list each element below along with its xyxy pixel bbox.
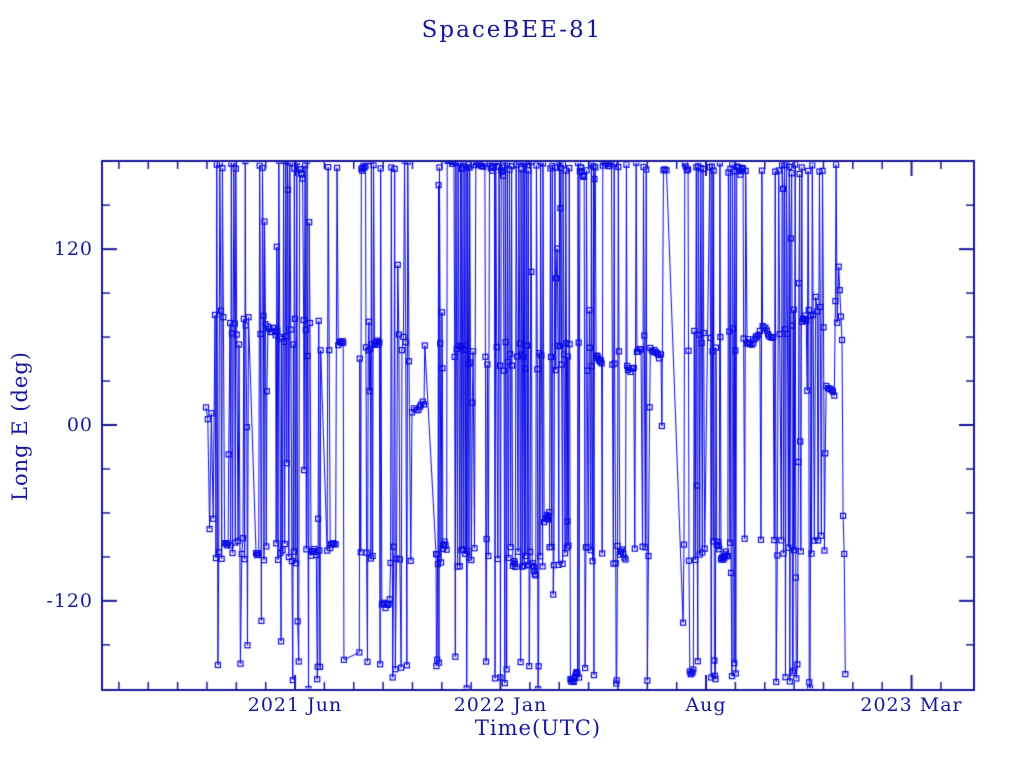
y-tick-label: 00 xyxy=(66,414,93,436)
x-tick-label: 2022 Jan xyxy=(453,694,548,716)
x-tick-label: 2021 Jun xyxy=(247,694,343,716)
x-tick-label: Aug xyxy=(685,694,727,716)
y-tick-label: 120 xyxy=(53,238,93,261)
y-tick-label: -120 xyxy=(46,589,93,612)
chart-title: SpaceBEE-81 xyxy=(421,17,603,43)
x-tick-label: 2023 Mar xyxy=(860,694,963,716)
x-axis-title: Time(UTC) xyxy=(474,716,602,740)
y-axis-title: Long E (deg) xyxy=(8,351,32,501)
